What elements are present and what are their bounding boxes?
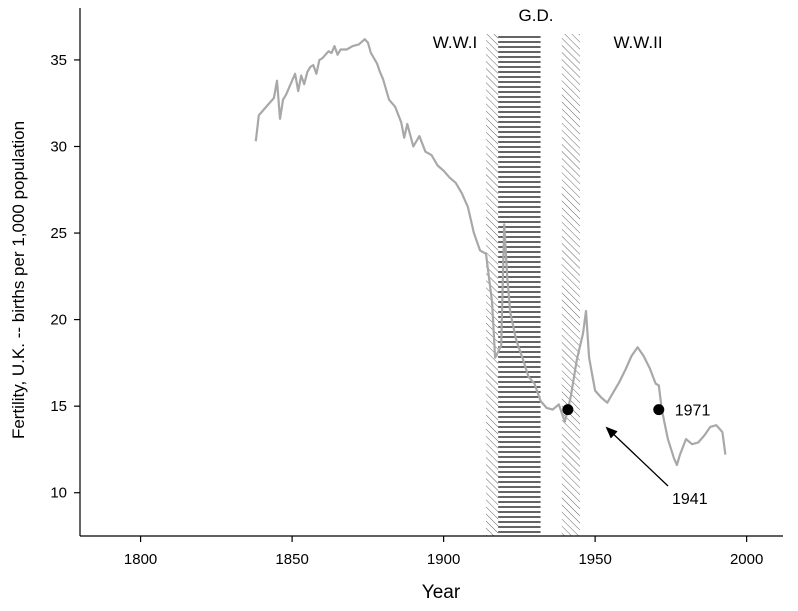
x-tick-label: 1800: [124, 551, 157, 568]
data-series: [254, 38, 727, 467]
period-label-2: G.D.: [519, 6, 554, 25]
y-tick-label: 15: [50, 398, 67, 415]
x-tick-label: 1900: [427, 551, 460, 568]
marker-1941: [562, 404, 574, 416]
y-tick-label: 30: [50, 138, 67, 155]
annotation-label-1941: 1941: [672, 491, 708, 508]
y-tick-label: 20: [50, 312, 67, 329]
series-line-1: [254, 38, 727, 467]
annotation-label-1971: 1971: [675, 403, 711, 420]
annotations: 1941 1971: [562, 403, 710, 508]
period-band-2: [498, 34, 541, 536]
shaded-periods: W.W.I G.D. W.W.II: [433, 6, 663, 536]
period-band-3: [561, 34, 580, 536]
y-tick-label: 25: [50, 225, 67, 242]
x-tick-label: 1850: [275, 551, 308, 568]
axes: 1800 1850 1900 1950 2000 10 15 20 25 30 35: [50, 8, 783, 568]
x-tick-label: 1950: [578, 551, 611, 568]
period-label-3: W.W.II: [613, 33, 662, 52]
y-tick-label: 10: [50, 485, 67, 502]
period-label-1: W.W.I: [433, 33, 477, 52]
marker-1971: [653, 404, 665, 416]
x-tick-label: 2000: [730, 551, 763, 568]
y-tick-label: 35: [50, 52, 67, 69]
period-band-1: [486, 34, 499, 536]
annotation-arrow: [605, 426, 669, 487]
x-axis-label: Year: [422, 582, 461, 603]
y-axis-label: Fertility, U.K. -- births per 1,000 popu…: [9, 121, 28, 439]
